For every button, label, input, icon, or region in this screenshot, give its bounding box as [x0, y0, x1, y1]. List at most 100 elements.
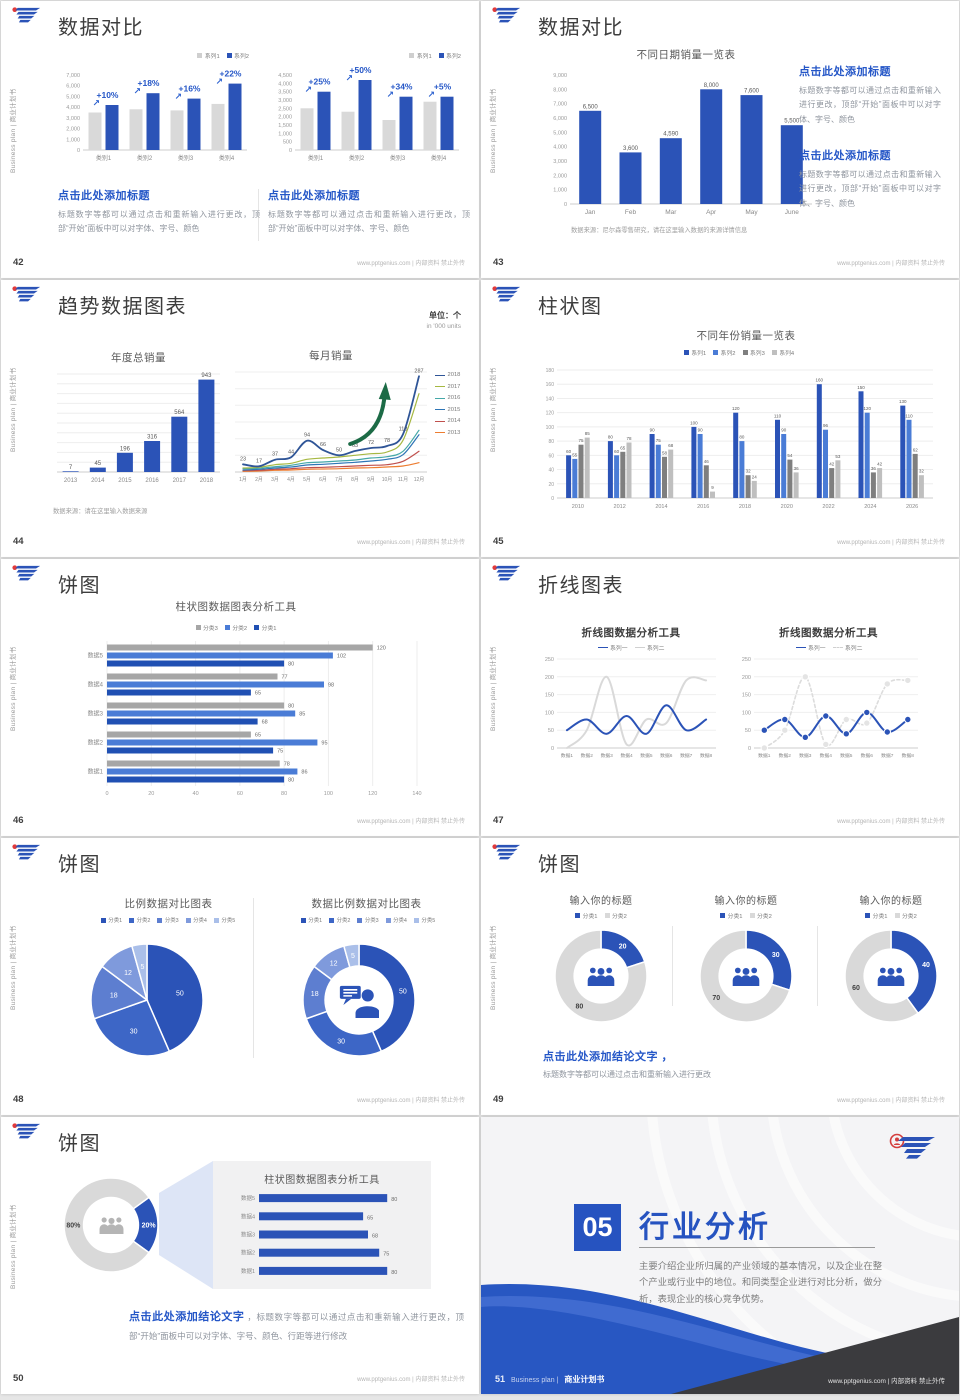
brand-logo-icon [11, 844, 41, 863]
svg-text:62: 62 [913, 447, 919, 452]
svg-text:数据1: 数据1 [561, 752, 574, 759]
panel-title: 柱状图数据图表分析工具 [264, 1175, 380, 1186]
unit-sublabel: in '000 units [426, 323, 462, 330]
chart-legend: 系列1 系列2 [331, 51, 461, 60]
side-watermark: Business plan | 商业计划书 [10, 367, 17, 452]
svg-text:2016: 2016 [697, 504, 709, 510]
svg-text:数据2: 数据2 [241, 1249, 255, 1257]
line-chart: 0 50 100 150 200 250 数据1 数据2 数据3 数据4 数据5 数据6 数据7 数据8 [736, 653, 926, 761]
svg-text:250: 250 [545, 657, 554, 663]
slide-46[interactable]: Business plan | 商业计划书 饼图 柱状图数据图表分析工具 分类3… [1, 559, 479, 836]
svg-text:数据1: 数据1 [88, 768, 104, 776]
brand-logo-icon [11, 1123, 41, 1142]
slide-47[interactable]: Business plan | 商业计划书 折线图表 折线图数据分析工具 系列一… [481, 559, 959, 836]
svg-text:0: 0 [748, 746, 751, 752]
page-number: 51 [495, 1374, 506, 1384]
svg-text:44: 44 [288, 449, 294, 455]
slide-title: 数据对比 [538, 17, 624, 39]
svg-text:6月: 6月 [319, 477, 327, 483]
svg-text:564: 564 [174, 410, 185, 416]
svg-text:↗: ↗ [387, 90, 395, 100]
page-number: 50 [13, 1373, 24, 1384]
svg-text:数据4: 数据4 [88, 681, 104, 689]
grouped-bar-chart: 0 1,000 2,000 3,000 4,000 5,000 6,000 7,000 类别1 +… [51, 61, 249, 163]
chart-title: 数据比例数据对比图表 [311, 898, 422, 910]
chart-legend: 分类3 分类2 分类1 [136, 623, 336, 632]
svg-text:80: 80 [391, 1197, 397, 1203]
svg-text:50: 50 [176, 991, 184, 998]
chart-legend: 分类1 分类2 分类3 分类4 分类5 [63, 916, 273, 924]
svg-text:75: 75 [383, 1252, 389, 1258]
text-block: 点击此处添加标题 标题数字等都可以通过点击和重新输入进行更改，顶部“开始”面板中… [799, 147, 941, 211]
slide-42[interactable]: Business plan | 商业计划书 数据对比 系列1 系列2 系列1 系列2… [1, 1, 479, 278]
svg-text:Feb: Feb [625, 209, 637, 216]
slide-45[interactable]: Business plan | 商业计划书 柱状图 不同年份销量一览表 系列1 系… [481, 280, 959, 557]
background-decoration [481, 1117, 959, 1394]
svg-text:7,600: 7,600 [744, 89, 760, 95]
slide-44[interactable]: Business plan | 商业计划书 趋势数据图表 单位：个 in '00… [1, 280, 479, 557]
svg-text:+34%: +34% [391, 82, 413, 92]
svg-text:+50%: +50% [350, 65, 372, 75]
page-number: 45 [493, 536, 504, 547]
unit-label: 单位：个 [429, 311, 461, 320]
svg-text:80: 80 [548, 439, 554, 445]
text-block-heading: 点击此处添加标题 [799, 150, 891, 162]
svg-text:75: 75 [656, 438, 662, 443]
svg-text:8月: 8月 [351, 477, 359, 483]
slide-title: 饼图 [58, 854, 101, 876]
text-block: 点击此处添加标题 标题数字等都可以通过点击和重新输入进行更改，顶部“开始”面板中… [268, 187, 470, 237]
svg-text:20%: 20% [142, 1223, 157, 1230]
svg-text:0: 0 [551, 746, 554, 752]
side-watermark: Business plan | 商业计划书 [490, 646, 497, 731]
svg-text:68: 68 [262, 720, 268, 726]
svg-text:2012: 2012 [614, 504, 626, 510]
svg-text:类别4: 类别4 [431, 154, 447, 162]
section-number-badge: 05 [574, 1204, 621, 1251]
svg-text:20: 20 [148, 791, 154, 797]
svg-text:94: 94 [304, 433, 310, 439]
text-block: 点击此处添加标题 标题数字等都可以通过点击和重新输入进行更改，顶部“开始”面板中… [799, 63, 941, 127]
source-note: 数据来源：尼尔森零售研究，请在这里输入数据的来源详情信息 [571, 227, 748, 234]
svg-text:37: 37 [272, 452, 278, 458]
svg-text:1,000: 1,000 [278, 131, 292, 137]
svg-text:↗: ↗ [175, 92, 183, 102]
svg-text:7: 7 [69, 465, 73, 471]
slide-51[interactable]: 05 行业分析 主要介绍企业所归属的产业领域的基本情况，以及企业在整个产业或行业… [481, 1117, 959, 1394]
svg-text:8,000: 8,000 [704, 83, 720, 89]
svg-text:2016: 2016 [145, 478, 159, 484]
svg-text:65: 65 [620, 445, 626, 450]
slide-50[interactable]: Business plan | 商业计划书 饼图 20% 80% 柱状图数据图表分… [1, 1117, 479, 1394]
svg-text:+22%: +22% [220, 69, 242, 79]
svg-text:120: 120 [863, 406, 871, 411]
slide-title: 饼图 [58, 1133, 101, 1155]
slide-43[interactable]: Business plan | 商业计划书 数据对比 不同日期销量一览表 0 1,… [481, 1, 959, 278]
svg-text:1,000: 1,000 [553, 188, 567, 194]
svg-text:287: 287 [414, 368, 423, 374]
footer-watermark: www.pptgenius.com | 内部资料 禁止外传 [837, 1098, 945, 1104]
svg-text:120: 120 [377, 646, 386, 652]
chart-title: 不同日期销量一览表 [636, 49, 736, 61]
svg-text:数据3: 数据3 [799, 752, 812, 759]
svg-text:1,000: 1,000 [66, 137, 80, 143]
svg-text:80: 80 [288, 662, 294, 668]
svg-text:数据5: 数据5 [640, 752, 653, 759]
svg-text:110: 110 [774, 413, 782, 418]
svg-text:140: 140 [546, 396, 555, 402]
svg-text:100: 100 [690, 420, 698, 425]
chart-title: 输入你的标题 [859, 896, 923, 907]
svg-text:80: 80 [739, 435, 745, 440]
slide-49[interactable]: Business plan | 商业计划书 饼图 输入你的标题 分类1 分类2 2… [481, 838, 959, 1115]
chart-title: 柱状图数据图表分析工具 [175, 601, 297, 613]
svg-text:80: 80 [608, 435, 614, 440]
footer-watermark: www.pptgenius.com | 内部资料 禁止外传 [357, 819, 465, 825]
svg-text:数据6: 数据6 [861, 752, 874, 759]
svg-text:数据8: 数据8 [902, 752, 915, 759]
side-watermark: Business plan | 商业计划书 [10, 1204, 17, 1289]
brand-logo-icon [491, 7, 521, 26]
svg-text:3,000: 3,000 [278, 98, 292, 104]
chart-title: 年度总销量 [111, 352, 166, 364]
svg-text:32: 32 [746, 469, 752, 474]
svg-text:2,000: 2,000 [66, 127, 80, 133]
slide-48[interactable]: Business plan | 商业计划书 饼图 比例数据对比图表 分类1 分类2… [1, 838, 479, 1115]
svg-text:95: 95 [321, 741, 327, 747]
